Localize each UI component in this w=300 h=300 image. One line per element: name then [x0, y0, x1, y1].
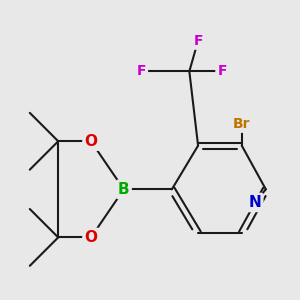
Text: F: F: [193, 34, 203, 48]
Text: O: O: [85, 230, 98, 245]
Text: F: F: [136, 64, 146, 78]
Text: Br: Br: [233, 117, 250, 131]
Text: O: O: [85, 134, 98, 149]
Text: N: N: [248, 195, 261, 210]
Text: B: B: [118, 182, 130, 197]
Text: F: F: [218, 64, 227, 78]
